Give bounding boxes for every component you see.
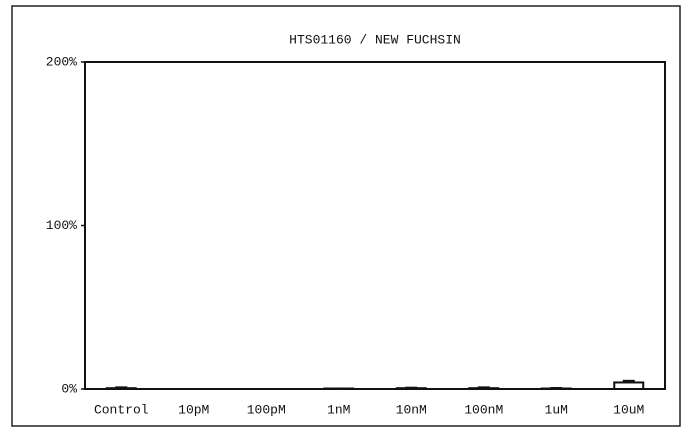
x-tick-label: 10pM (178, 402, 209, 417)
bar (613, 381, 645, 390)
x-tick-label: 1uM (545, 402, 568, 417)
y-tick-label: 100% (46, 218, 77, 233)
y-tick-label: 0% (61, 381, 77, 396)
x-tick-label: 100nM (464, 402, 503, 417)
x-tick-label: 1nM (327, 402, 350, 417)
chart-title: HTS01160 / NEW FUCHSIN (289, 32, 461, 47)
x-tick-label: 10uM (613, 402, 644, 417)
y-tick-label: 200% (46, 54, 77, 69)
x-tick-label: 100pM (247, 402, 286, 417)
x-tick-label: Control (94, 402, 149, 417)
frame (11, 5, 681, 427)
plot-area (84, 61, 666, 390)
x-tick-label: 10nM (396, 402, 427, 417)
